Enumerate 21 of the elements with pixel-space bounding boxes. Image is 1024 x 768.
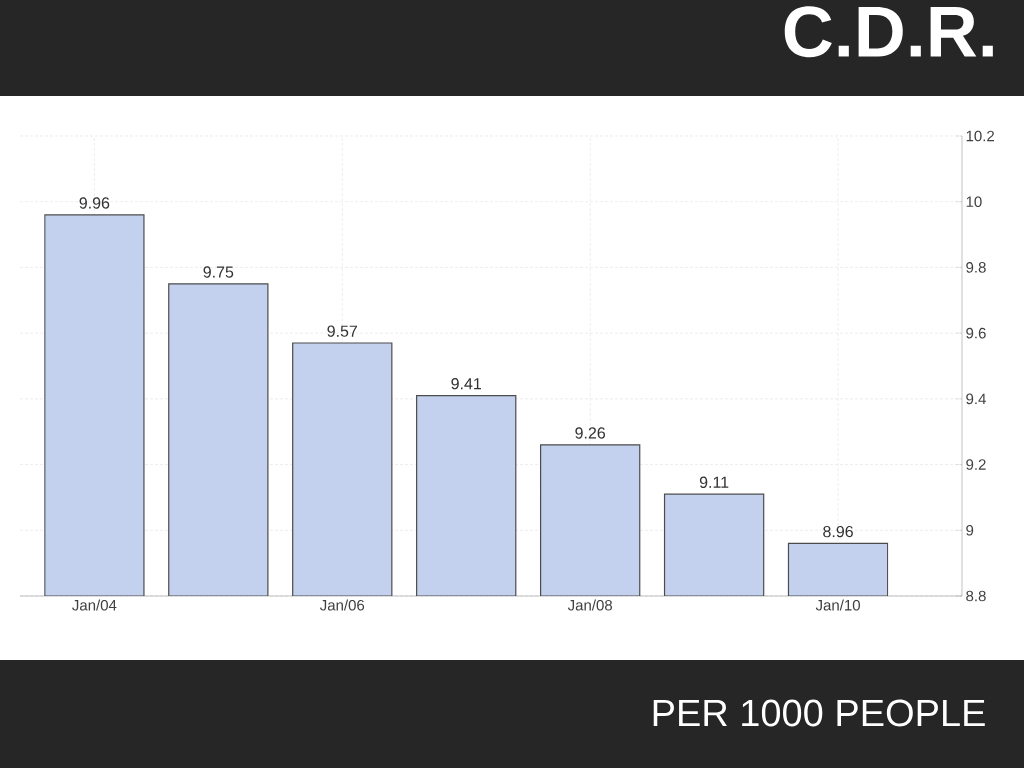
data-label: 9.75	[203, 266, 234, 278]
x-tick-label: Jan/08	[567, 599, 613, 611]
y-tick-label: 9.2	[966, 459, 986, 470]
text: PER 1000 PEOPLE	[653, 699, 985, 727]
y-tick-label: 10.2	[966, 130, 994, 142]
x-tick-label: Jan/10	[815, 599, 860, 611]
y-tick-label: 9.8	[966, 262, 986, 273]
y-tick-label: 8.8	[966, 590, 986, 602]
data-label: 9.41	[451, 378, 481, 390]
chart-title: C.D.R.	[784, 6, 993, 58]
data-label: 9.57	[327, 325, 358, 337]
y-tick-label: 10	[966, 196, 982, 208]
x-tick-label: Jan/04	[72, 599, 117, 611]
y-tick-label: 9.4	[966, 393, 986, 405]
data-label: 8.96	[823, 525, 853, 538]
y-tick-label: 9.6	[966, 327, 986, 339]
data-label: 9.96	[79, 197, 110, 209]
data-label: 9.11	[699, 476, 729, 488]
x-tick-label: Jan/06	[319, 599, 365, 611]
y-tick-label: 9	[966, 524, 974, 536]
data-label: 9.26	[575, 427, 606, 439]
